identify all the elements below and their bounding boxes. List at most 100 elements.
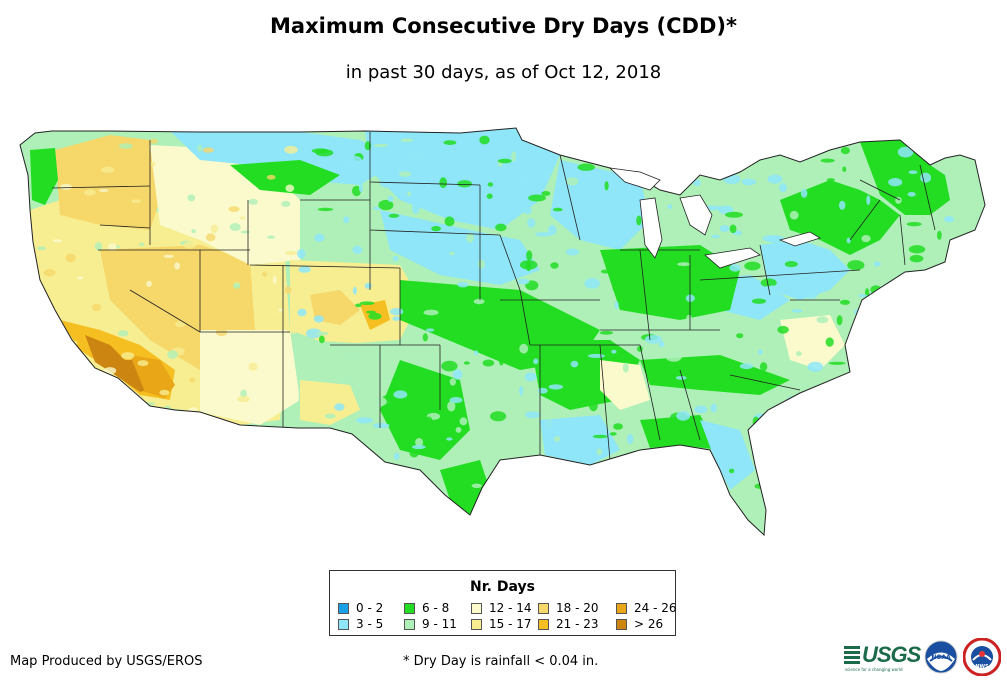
cdd-speckle <box>784 261 798 268</box>
cdd-speckle <box>684 147 697 153</box>
cdd-speckle <box>617 463 631 470</box>
cdd-speckle <box>736 470 744 480</box>
cdd-region <box>760 240 850 300</box>
cdd-speckle <box>784 490 797 500</box>
cdd-speckle <box>210 224 218 233</box>
cdd-speckle <box>807 361 824 372</box>
cdd-speckle <box>364 141 372 151</box>
cdd-speckle <box>617 155 626 163</box>
cdd-speckle <box>511 469 521 480</box>
cdd-speckle <box>624 481 631 488</box>
cdd-speckle <box>759 362 768 372</box>
state-boundary <box>519 289 531 346</box>
cdd-speckle <box>310 493 315 503</box>
cdd-speckle <box>286 328 298 334</box>
cdd-speckle <box>118 143 133 149</box>
cdd-speckle <box>150 161 156 167</box>
cdd-speckle <box>224 322 233 327</box>
legend-item: 6 - 8 <box>404 601 449 615</box>
cdd-speckle <box>870 285 882 294</box>
cdd-speckle <box>189 377 196 383</box>
cdd-speckle <box>874 377 884 387</box>
cdd-speckle <box>167 350 178 359</box>
cdd-speckle <box>769 293 784 298</box>
footnote-text: * Dry Day is rainfall < 0.04 in. <box>403 654 599 669</box>
cdd-speckle <box>159 389 170 396</box>
cdd-speckle <box>744 169 763 180</box>
cdd-speckle <box>188 407 198 412</box>
state-boundary <box>599 344 611 461</box>
cdd-speckle <box>411 203 420 214</box>
cdd-speckle <box>723 140 728 145</box>
cdd-speckle <box>629 492 634 500</box>
cdd-speckle <box>163 254 174 258</box>
cdd-speckle <box>751 298 767 304</box>
cdd-speckle <box>175 321 186 328</box>
cdd-speckle <box>854 239 860 250</box>
cdd-speckle <box>46 315 53 324</box>
cdd-speckle <box>281 200 291 207</box>
cdd-speckle <box>340 378 359 385</box>
cdd-speckle <box>544 461 558 472</box>
cdd-speckle <box>937 230 942 240</box>
cdd-speckle <box>58 170 68 178</box>
cdd-speckle <box>487 182 494 187</box>
state-boundary <box>679 369 701 441</box>
legend-item: > 26 <box>616 617 663 631</box>
cdd-speckle <box>452 369 463 380</box>
cdd-speckle <box>172 400 177 406</box>
cdd-speckle <box>372 206 382 211</box>
cdd-speckle <box>686 314 692 322</box>
legend-label: 15 - 17 <box>489 617 532 631</box>
cdd-speckle <box>478 419 492 424</box>
cdd-speckle <box>584 278 600 289</box>
cdd-speckle <box>65 190 74 198</box>
state-boundary <box>759 244 771 296</box>
cdd-speckle <box>84 189 96 196</box>
cdd-speckle <box>491 314 500 318</box>
cdd-speckle <box>797 485 810 492</box>
cdd-speckle <box>629 150 640 155</box>
cdd-speckle <box>585 141 590 149</box>
cdd-speckle <box>519 260 538 270</box>
cdd-speckle <box>800 188 808 198</box>
state-boundary <box>369 229 501 236</box>
great-lake <box>704 247 761 269</box>
legend-swatch <box>616 618 627 630</box>
cdd-speckle <box>429 360 436 366</box>
cdd-speckle <box>907 192 916 197</box>
cdd-speckle <box>906 222 922 227</box>
usgs-logo-icon <box>844 646 860 664</box>
cdd-speckle <box>847 260 865 271</box>
cdd-speckle <box>443 140 457 146</box>
cdd-speckle <box>482 359 495 367</box>
cdd-speckle <box>592 142 609 153</box>
cdd-speckle <box>462 171 468 181</box>
cdd-region <box>640 355 790 395</box>
cdd-speckle <box>183 241 197 249</box>
legend-item: 0 - 2 <box>338 601 383 615</box>
cdd-speckle <box>596 448 602 456</box>
cdd-speckle <box>932 361 940 367</box>
cdd-speckle <box>757 349 763 355</box>
cdd-speckle <box>298 266 311 273</box>
cdd-speckle <box>577 163 595 171</box>
cdd-speckle <box>490 411 507 422</box>
credit-text: Map Produced by USGS/EROS <box>10 654 203 669</box>
state-boundary <box>51 185 151 189</box>
cdd-region <box>380 360 470 460</box>
cdd-speckle <box>441 360 458 372</box>
cdd-speckle <box>908 170 918 174</box>
legend-item: 21 - 23 <box>538 617 599 631</box>
cdd-speckle <box>772 488 784 492</box>
cdd-speckle <box>595 469 601 478</box>
cdd-speckle <box>368 312 382 320</box>
cdd-speckle <box>455 427 462 433</box>
cdd-speckle <box>131 199 142 204</box>
cdd-region <box>55 135 160 230</box>
cdd-speckle <box>473 298 485 305</box>
state-boundary <box>899 214 906 266</box>
cdd-speckle <box>550 262 559 269</box>
legend-title: Nr. Days <box>470 579 535 595</box>
state-boundary <box>849 199 881 241</box>
